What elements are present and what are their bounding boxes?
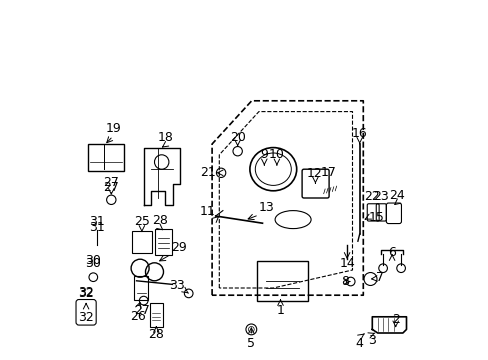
Text: 1: 1 <box>276 304 284 317</box>
Text: 19: 19 <box>105 122 121 135</box>
Text: 3: 3 <box>367 334 375 347</box>
Text: 31: 31 <box>89 221 104 234</box>
Text: 2: 2 <box>391 313 399 326</box>
Text: 4: 4 <box>355 337 363 350</box>
Text: 23: 23 <box>373 190 388 203</box>
Text: 25: 25 <box>134 215 149 228</box>
Text: 5: 5 <box>247 337 255 350</box>
Text: 20: 20 <box>229 131 245 144</box>
Text: 8: 8 <box>340 275 348 288</box>
Text: 28: 28 <box>148 328 164 341</box>
Text: 32: 32 <box>78 287 94 300</box>
Text: 27: 27 <box>134 304 149 317</box>
Text: 13: 13 <box>258 201 274 214</box>
Text: 14: 14 <box>339 257 354 270</box>
Text: 26: 26 <box>130 310 146 323</box>
Text: 22: 22 <box>364 190 379 203</box>
Text: 30: 30 <box>85 257 101 270</box>
Text: 28: 28 <box>152 214 167 227</box>
Text: 31: 31 <box>89 215 104 228</box>
Text: 30: 30 <box>85 254 101 267</box>
Text: 27: 27 <box>103 181 119 194</box>
Text: 33: 33 <box>169 279 185 292</box>
Text: 27: 27 <box>103 176 119 189</box>
Text: 7: 7 <box>375 271 383 284</box>
Text: 32: 32 <box>78 286 94 299</box>
Text: 6: 6 <box>387 246 395 259</box>
Text: 24: 24 <box>389 189 405 202</box>
Text: 12: 12 <box>306 167 322 180</box>
Text: 32: 32 <box>78 311 94 324</box>
Text: 11: 11 <box>200 205 215 218</box>
Text: 18: 18 <box>157 131 173 144</box>
Text: 16: 16 <box>351 127 367 140</box>
Text: 9: 9 <box>260 148 268 161</box>
Text: 15: 15 <box>368 211 384 224</box>
Text: 10: 10 <box>268 148 284 161</box>
Text: 29: 29 <box>170 241 186 254</box>
Text: 17: 17 <box>321 166 336 179</box>
Text: 21: 21 <box>200 166 215 179</box>
